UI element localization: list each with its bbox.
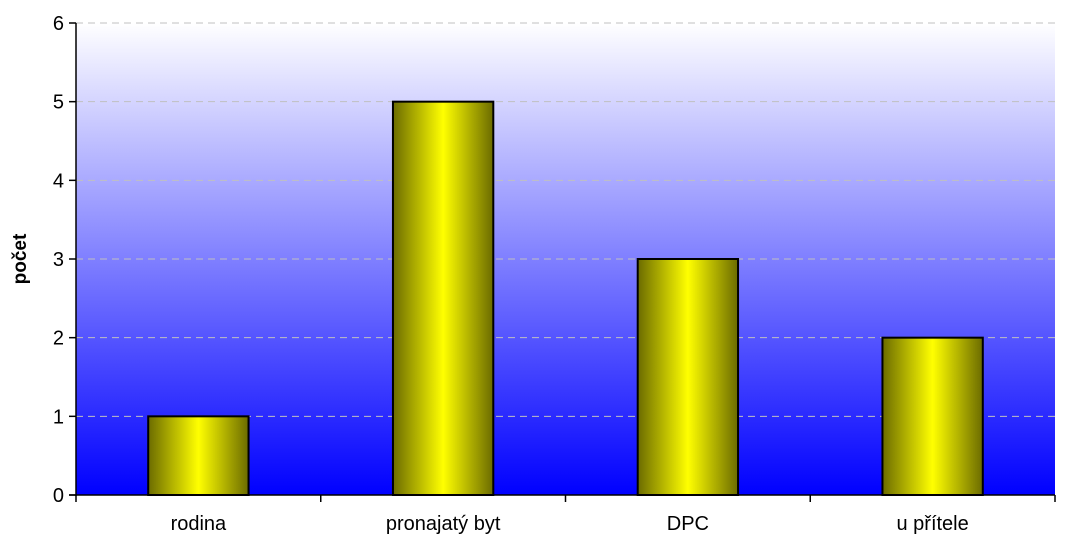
x-tick-label: pronajatý byt xyxy=(386,513,501,535)
x-tick-labels: rodina pronajatý byt DPC u přítele xyxy=(171,513,969,535)
bar-3 xyxy=(881,336,984,496)
x-tick-label: rodina xyxy=(171,513,227,535)
y-tick-labels: 0 1 2 3 4 5 6 xyxy=(53,13,64,507)
bars xyxy=(147,100,984,497)
bar-2 xyxy=(636,258,740,496)
y-tick-label: 2 xyxy=(53,328,64,350)
y-tick-label: 1 xyxy=(53,406,64,428)
x-tick-label: DPC xyxy=(667,513,709,535)
bar-0 xyxy=(147,415,250,497)
y-tick-label: 6 xyxy=(53,13,64,35)
y-tick-label: 3 xyxy=(53,249,64,271)
y-tick-label: 4 xyxy=(53,170,64,192)
y-tick-label: 5 xyxy=(53,92,64,114)
y-axis-label: počet xyxy=(10,233,31,284)
axes xyxy=(69,22,1056,502)
y-tick-label: 0 xyxy=(53,485,64,507)
x-tick-label: u přítele xyxy=(896,513,968,535)
bar-1 xyxy=(391,100,495,497)
